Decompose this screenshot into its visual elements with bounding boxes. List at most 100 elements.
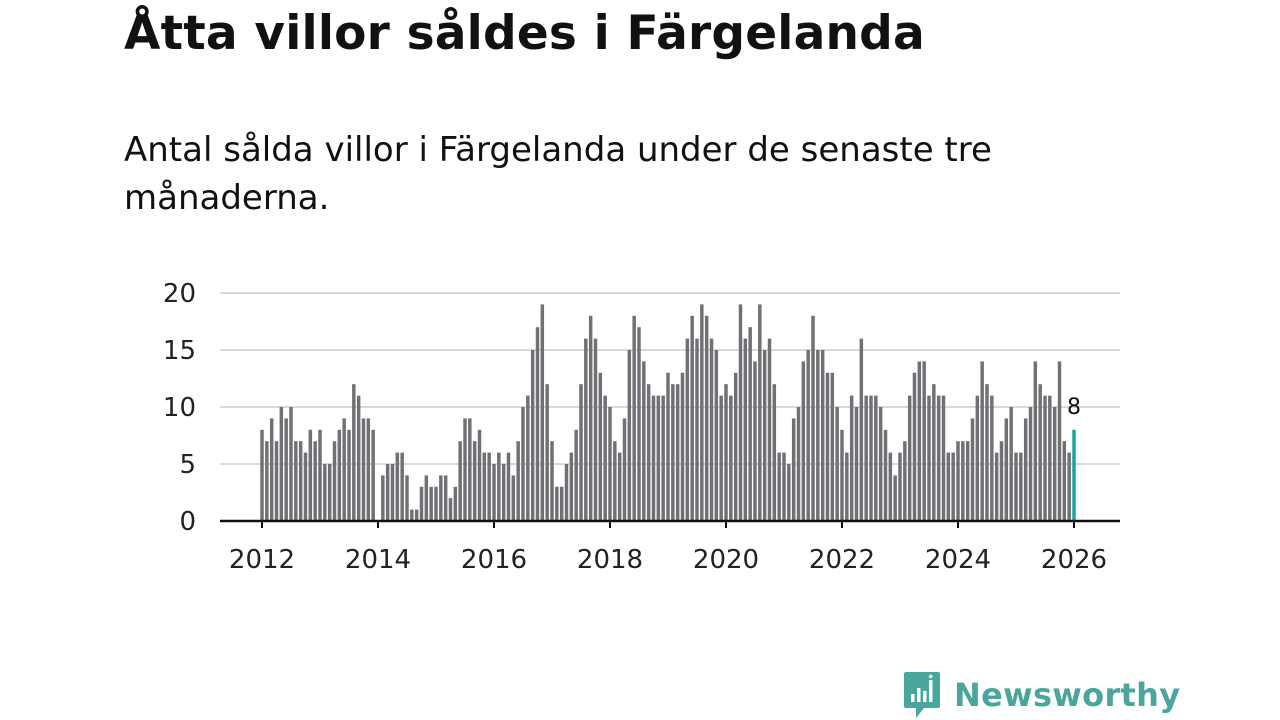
bar bbox=[840, 429, 844, 521]
bar bbox=[690, 315, 694, 521]
bar bbox=[680, 372, 685, 521]
y-tick-label: 5 bbox=[179, 450, 196, 480]
bar bbox=[1028, 407, 1033, 521]
bar bbox=[1033, 361, 1038, 521]
bar bbox=[651, 395, 656, 521]
bar bbox=[550, 441, 554, 521]
bar bbox=[888, 452, 893, 521]
bar bbox=[453, 486, 458, 521]
bar bbox=[347, 429, 351, 521]
bar bbox=[787, 464, 791, 521]
bar bbox=[342, 418, 346, 521]
bar bbox=[424, 475, 429, 521]
bar bbox=[294, 441, 298, 521]
bar bbox=[579, 384, 583, 521]
bar bbox=[1019, 452, 1023, 521]
bar bbox=[864, 395, 868, 521]
bar bbox=[738, 304, 743, 521]
bar bbox=[622, 418, 627, 521]
bar bbox=[994, 452, 999, 521]
bar bbox=[1057, 361, 1062, 521]
bar bbox=[883, 429, 888, 521]
bar bbox=[569, 452, 574, 521]
bar bbox=[617, 452, 622, 521]
bar bbox=[936, 395, 941, 521]
bar bbox=[830, 372, 835, 521]
bar bbox=[289, 407, 293, 521]
bar bbox=[666, 372, 670, 521]
bar bbox=[927, 395, 931, 521]
bar bbox=[269, 418, 274, 521]
bar bbox=[327, 464, 332, 521]
y-tick-label: 20 bbox=[163, 279, 196, 309]
bar bbox=[878, 407, 883, 521]
bar bbox=[656, 395, 661, 521]
bar bbox=[820, 350, 825, 521]
bar bbox=[468, 418, 472, 521]
x-axis-ticks: 2012 2014 2016 2018 2020 2022 2024 2026 bbox=[229, 521, 1107, 575]
bar bbox=[733, 372, 738, 521]
bar bbox=[356, 395, 361, 521]
bar bbox=[685, 338, 690, 521]
bar bbox=[598, 372, 603, 521]
bar bbox=[439, 475, 443, 521]
bar bbox=[646, 384, 651, 521]
bar bbox=[535, 327, 540, 521]
bar bbox=[980, 361, 984, 521]
bar bbox=[709, 338, 714, 521]
bar bbox=[642, 361, 646, 521]
bar bbox=[695, 338, 699, 521]
bar bbox=[932, 384, 936, 521]
bar bbox=[1023, 418, 1028, 521]
bar bbox=[279, 407, 284, 521]
bar bbox=[608, 407, 612, 521]
x-tick-label: 2024 bbox=[925, 545, 991, 575]
bar bbox=[274, 441, 279, 521]
x-tick-label: 2022 bbox=[809, 545, 875, 575]
bar bbox=[487, 452, 491, 521]
x-tick-label: 2026 bbox=[1041, 545, 1107, 575]
bar bbox=[1052, 407, 1057, 521]
bar bbox=[1048, 395, 1052, 521]
bar bbox=[1009, 407, 1013, 521]
bar bbox=[893, 475, 897, 521]
bar bbox=[637, 327, 641, 521]
bar bbox=[791, 418, 796, 521]
bar bbox=[506, 452, 511, 521]
bar bbox=[443, 475, 448, 521]
bar bbox=[811, 315, 815, 521]
bar bbox=[477, 429, 482, 521]
bar bbox=[448, 498, 453, 521]
bar bbox=[714, 350, 719, 521]
bar bbox=[390, 464, 395, 521]
bar bbox=[859, 338, 864, 521]
chart-title: Åtta villor såldes i Färgelanda bbox=[124, 6, 925, 61]
newsworthy-logo-text: Newsworthy bbox=[954, 676, 1181, 714]
bar bbox=[308, 429, 313, 521]
bar bbox=[777, 452, 781, 521]
bar bbox=[323, 464, 327, 521]
bar bbox=[922, 361, 926, 521]
bar bbox=[303, 452, 308, 521]
bar bbox=[627, 350, 632, 521]
y-axis-ticks: 0 5 10 15 20 bbox=[163, 279, 196, 537]
bar bbox=[661, 395, 665, 521]
bar bbox=[405, 475, 409, 521]
bar bbox=[501, 464, 506, 521]
bar bbox=[613, 441, 617, 521]
bar bbox=[395, 452, 400, 521]
data-labels: 8 bbox=[1067, 395, 1081, 420]
x-tick-label: 2014 bbox=[345, 545, 411, 575]
bar bbox=[941, 395, 946, 521]
bar bbox=[801, 361, 806, 521]
bar bbox=[854, 407, 859, 521]
bar bbox=[588, 315, 593, 521]
bar bbox=[970, 418, 975, 521]
bar bbox=[874, 395, 878, 521]
bar bbox=[371, 429, 375, 521]
bar bbox=[748, 327, 752, 521]
bar bbox=[385, 464, 390, 521]
bar bbox=[965, 441, 970, 521]
bar bbox=[419, 486, 424, 521]
bar bbox=[400, 452, 404, 521]
